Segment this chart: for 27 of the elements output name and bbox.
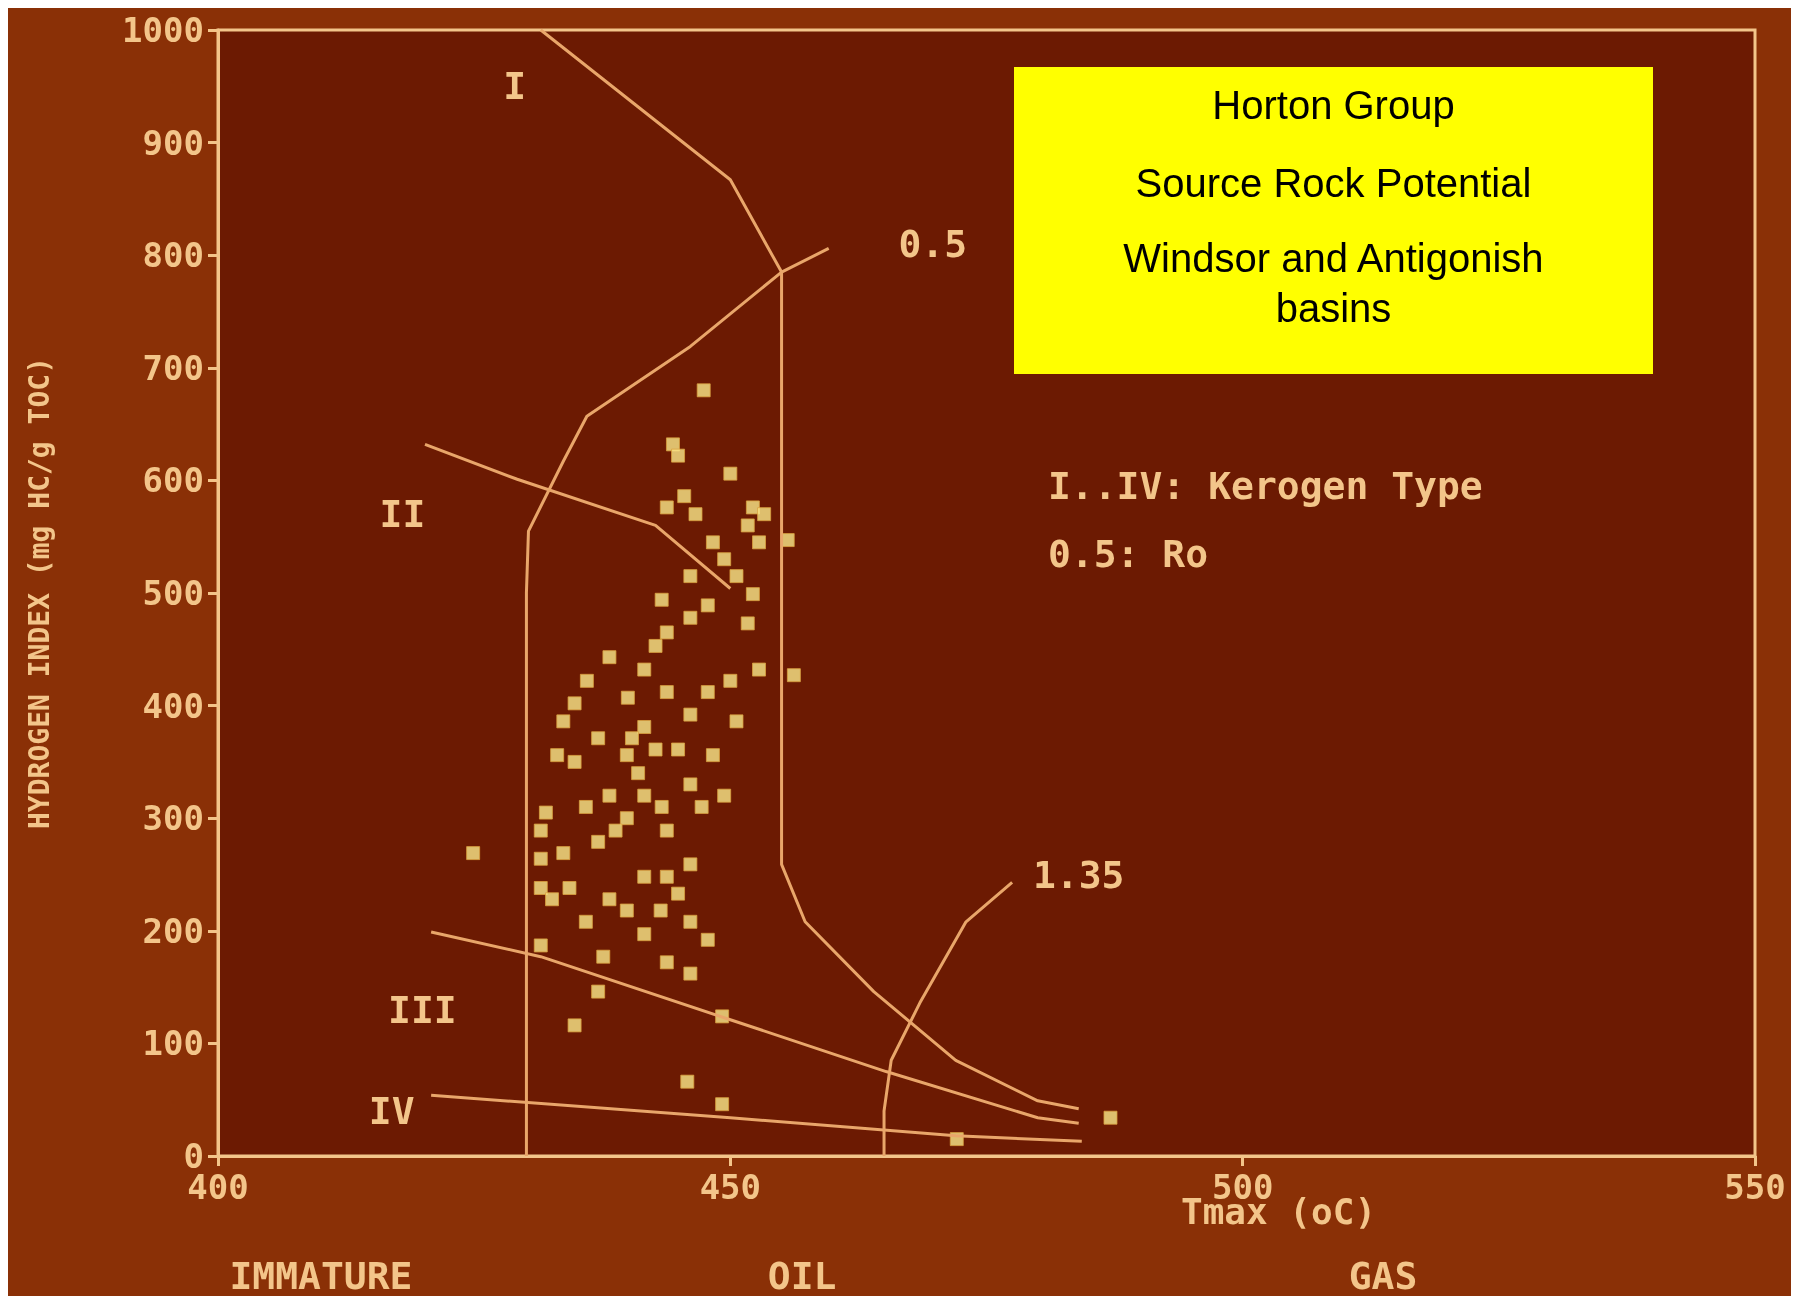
annotation: 1.35: [1032, 852, 1125, 897]
annotation: III: [388, 987, 457, 1032]
y-tick-label: 900: [142, 122, 204, 163]
y-tick-label: 600: [142, 460, 204, 501]
annotation: I: [503, 64, 527, 109]
text: OIL: [767, 1254, 837, 1299]
text: GAS: [1348, 1254, 1418, 1299]
y-tick-label: 700: [142, 347, 204, 388]
y-tick-label: 500: [142, 573, 204, 613]
y-tick-label: 800: [142, 235, 204, 276]
y-tick-label: 1000: [122, 10, 204, 50]
annotation: II: [379, 492, 426, 537]
annotation: 0.5: [898, 221, 968, 266]
text: IMMATURE: [229, 1254, 413, 1299]
y-tick-label: 200: [142, 910, 204, 951]
annotation: Windsor and Antigonish basins: [1122, 235, 1545, 332]
x-tick-label: 400: [187, 1167, 249, 1207]
y-tick-label: 400: [142, 685, 204, 726]
annotation: I..IV: Kerogen Type: [1047, 464, 1483, 509]
y-tick-label: 100: [142, 1023, 204, 1064]
caption-box: Horton Group Source Rock Potential Windsor and Antigonish basins: [1014, 67, 1653, 374]
x-tick-label: 450: [699, 1167, 762, 1207]
annotation: 0.5: Ro: [1047, 531, 1209, 576]
y-tick-label: 300: [142, 798, 204, 839]
y-axis-title: HYDROGEN INDEX (mg HC/g TOC): [22, 356, 56, 830]
annotation: IV: [368, 1088, 415, 1133]
x-tick-label: 550: [1724, 1167, 1786, 1207]
